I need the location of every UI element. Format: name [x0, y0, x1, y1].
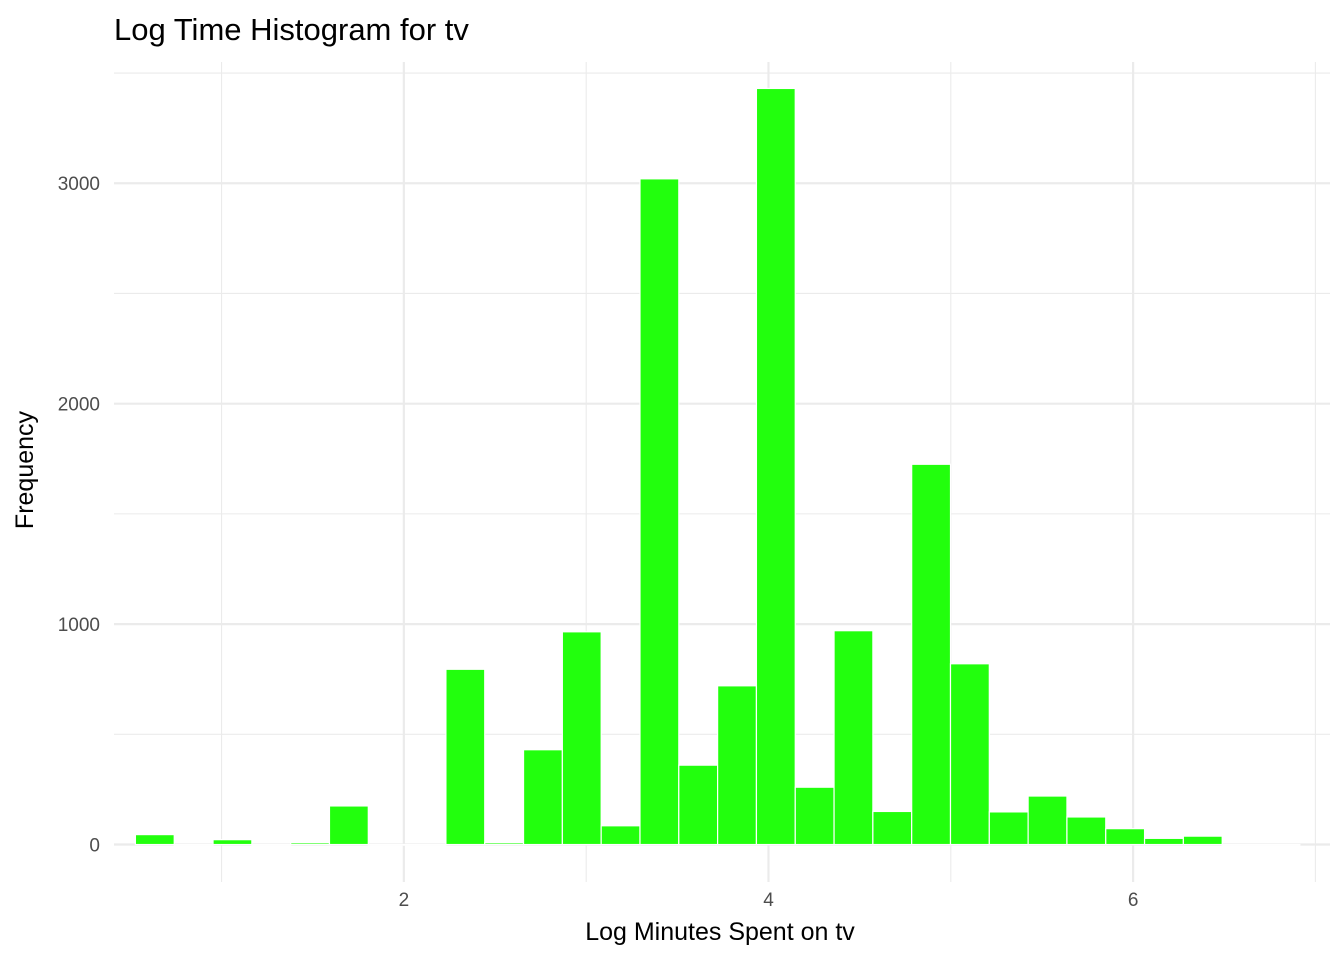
histogram-bar: [173, 843, 214, 846]
histogram-bar: [678, 764, 719, 846]
y-tick-label: 3000: [58, 174, 100, 195]
x-axis-ticks: 2 4 6: [399, 890, 1139, 911]
histogram-bar: [1260, 843, 1301, 846]
histogram-bar: [484, 842, 525, 846]
histogram-bar: [445, 668, 486, 846]
histogram-bar: [833, 630, 874, 846]
x-tick-label: 4: [763, 890, 774, 911]
histogram-bar: [522, 749, 563, 846]
histogram-bar: [911, 463, 952, 846]
x-axis-title: Log Minutes Spent on tv: [585, 918, 855, 946]
histogram-bar: [212, 839, 253, 846]
histogram-bar: [328, 805, 369, 846]
x-tick-label: 6: [1128, 890, 1139, 911]
histogram-bar: [1027, 795, 1068, 846]
histogram-bar: [290, 842, 331, 846]
histogram-bar: [755, 87, 796, 846]
chart-title: Log Time Histogram for tv: [114, 12, 469, 47]
x-tick-label: 2: [399, 890, 410, 911]
histogram-bar: [1105, 828, 1146, 846]
histogram-bar: [1143, 837, 1184, 846]
histogram-bar: [872, 810, 913, 846]
y-axis-title: Frequency: [11, 410, 39, 529]
y-tick-label: 2000: [58, 395, 100, 416]
histogram-bar: [1182, 835, 1223, 846]
histogram-bar: [794, 786, 835, 846]
histogram-bar: [561, 631, 602, 846]
y-tick-label: 0: [89, 836, 100, 857]
histogram-bar: [251, 843, 292, 846]
histogram-bar: [717, 685, 758, 846]
y-axis-ticks: 0 1000 2000 3000: [58, 174, 100, 856]
histogram-bar: [367, 843, 408, 846]
histogram-bar: [639, 178, 680, 846]
histogram-bars: [134, 87, 1301, 846]
histogram-bar: [600, 825, 641, 846]
histogram-bar: [134, 834, 175, 846]
histogram-bar: [949, 663, 990, 846]
histogram-bar: [1221, 843, 1262, 846]
histogram-bar: [406, 843, 447, 846]
histogram-bar: [988, 811, 1029, 846]
histogram-bar: [1066, 816, 1107, 846]
y-tick-label: 1000: [58, 615, 100, 636]
